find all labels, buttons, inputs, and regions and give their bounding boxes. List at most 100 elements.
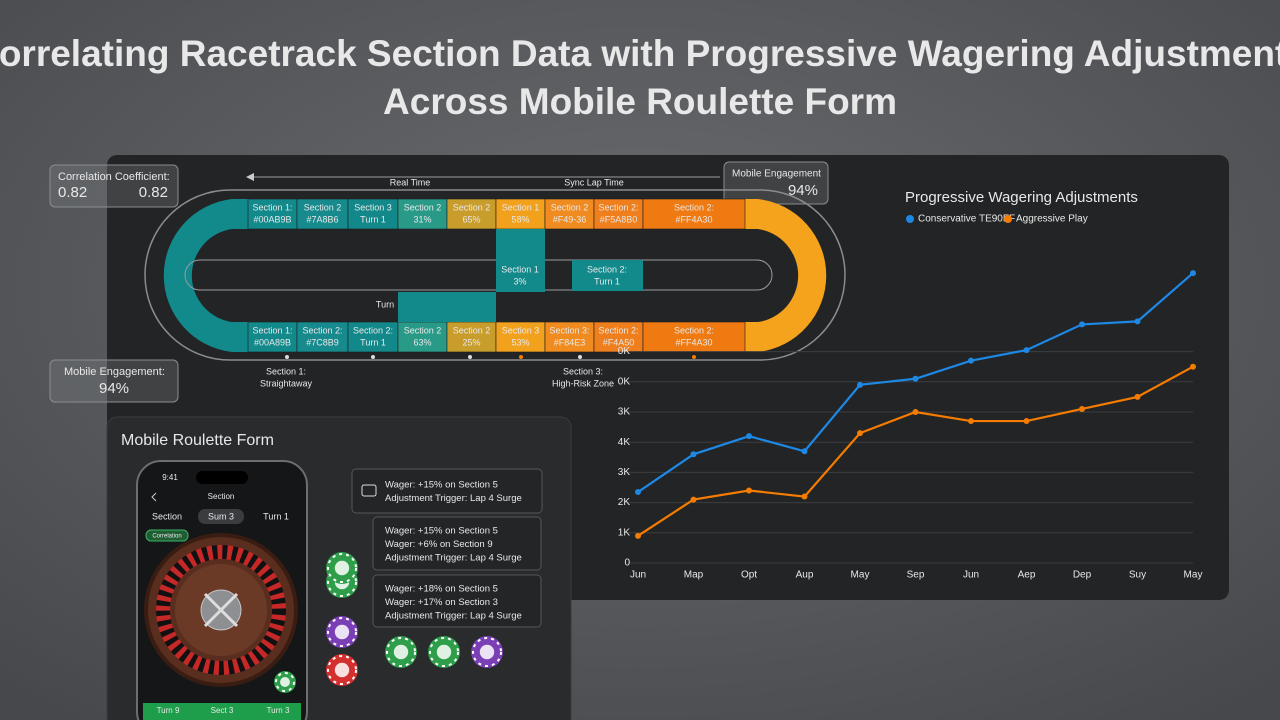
wheel-spokes bbox=[203, 592, 239, 628]
legend-swatch bbox=[1004, 215, 1012, 223]
data-point bbox=[690, 496, 697, 503]
data-point bbox=[1134, 318, 1141, 325]
phone-tab[interactable]: Turn 1 bbox=[263, 511, 289, 521]
x-tick-label: Map bbox=[684, 570, 704, 581]
chip-edge bbox=[386, 637, 416, 667]
y-tick-label: 0K bbox=[618, 346, 631, 357]
page-title: Correlating Racetrack Section Data with … bbox=[0, 33, 1280, 122]
track-cell bbox=[296, 198, 349, 230]
track-cell-sub: #F4A50 bbox=[603, 337, 635, 347]
badge bbox=[145, 529, 189, 542]
data-point bbox=[968, 418, 974, 425]
y-tick-label: 3K bbox=[618, 467, 631, 478]
inner-cell-label: Section 1 bbox=[501, 264, 539, 274]
phone-badge: Correlation bbox=[152, 534, 181, 540]
data-point bbox=[801, 493, 808, 500]
phone-footer-item[interactable]: Sect 3 bbox=[211, 706, 234, 715]
chip-edge bbox=[472, 637, 502, 667]
track-cell-label: Section 2 bbox=[551, 202, 589, 212]
phone-tab[interactable]: Section bbox=[152, 511, 182, 521]
x-tick-label: Jun bbox=[630, 570, 646, 581]
x-tick-label: May bbox=[851, 570, 870, 581]
track-left-cap bbox=[163, 199, 248, 352]
mail-icon bbox=[361, 484, 377, 497]
track-cell bbox=[544, 198, 595, 230]
track-marker bbox=[692, 355, 696, 359]
track-cell bbox=[495, 321, 546, 353]
track-outline bbox=[144, 189, 846, 361]
zone-name: Straightaway bbox=[260, 378, 313, 388]
engagement-value: 94% bbox=[788, 182, 818, 199]
chip-center bbox=[280, 677, 290, 687]
wager-line: Wager: +17% on Section 3 bbox=[385, 597, 498, 608]
chip-edge bbox=[327, 655, 357, 685]
track-cell bbox=[446, 321, 497, 353]
wager-line: Adjustment Trigger: Lap 4 Surge bbox=[385, 611, 522, 622]
timeline-label: Sync Lap Time bbox=[564, 177, 624, 187]
x-tick-label: Jun bbox=[963, 570, 979, 581]
chart-title: Progressive Wagering Adjustments bbox=[905, 189, 1138, 206]
track-cell-label: Section 2: bbox=[353, 325, 393, 335]
track-cell bbox=[446, 198, 497, 230]
correlation-card bbox=[49, 164, 179, 208]
track-cell bbox=[593, 321, 644, 353]
wager-line: Wager: +15% on Section 5 bbox=[385, 480, 498, 491]
turn-label: Turn bbox=[376, 299, 394, 309]
track-cell-label: Section 2: bbox=[598, 325, 638, 335]
wager-line: Adjustment Trigger: Lap 4 Surge bbox=[385, 553, 522, 564]
timeline-arrow bbox=[246, 173, 254, 181]
track-cell-label: Section 2 bbox=[453, 202, 491, 212]
track-cell bbox=[347, 198, 399, 230]
x-tick-label: Sep bbox=[907, 570, 925, 581]
track-cell bbox=[642, 321, 746, 353]
track-cell-sub: #FF4A30 bbox=[675, 214, 712, 224]
panel-title: Mobile Roulette Form bbox=[121, 432, 274, 449]
track-cell-sub: 25% bbox=[462, 337, 480, 347]
track-cell-sub: Turn 1 bbox=[360, 214, 386, 224]
track-cell-label: Section 2 bbox=[304, 202, 342, 212]
wager-card bbox=[372, 516, 542, 571]
inner-cell-sub: 3% bbox=[513, 276, 526, 286]
engagement-card-left bbox=[49, 359, 179, 403]
track-cell-sub: #7C8B9 bbox=[306, 337, 339, 347]
track-cell-label: Section 3 bbox=[354, 202, 392, 212]
phone-footer bbox=[143, 703, 301, 720]
data-point bbox=[968, 357, 974, 364]
chip-center bbox=[393, 644, 409, 660]
data-point bbox=[1023, 418, 1030, 425]
inner-cell-label: Section 2: bbox=[587, 264, 627, 274]
data-point bbox=[690, 451, 697, 458]
chip-edge bbox=[327, 617, 357, 647]
track-cell-label: Section 3 bbox=[502, 325, 540, 335]
chip-center bbox=[479, 644, 495, 660]
y-tick-label: 0K bbox=[618, 376, 631, 387]
track-cell bbox=[544, 321, 595, 353]
phone-footer-item[interactable]: Turn 3 bbox=[267, 706, 290, 715]
correlation-value: 0.82 bbox=[58, 184, 87, 201]
track-cell-label: Section 2: bbox=[674, 325, 714, 335]
track-inner-block bbox=[496, 229, 545, 292]
track-cell-label: Section 1 bbox=[502, 202, 540, 212]
phone-tab[interactable]: Sum 3 bbox=[208, 511, 234, 521]
data-point bbox=[1079, 405, 1085, 412]
track-cell-sub: 31% bbox=[413, 214, 431, 224]
y-tick-label: 4K bbox=[618, 437, 631, 448]
x-tick-label: Aep bbox=[1018, 570, 1036, 581]
data-point bbox=[1079, 321, 1085, 328]
track-cell-sub: #F5A8B0 bbox=[600, 214, 638, 224]
y-tick-label: 0 bbox=[624, 558, 630, 569]
wager-line: Wager: +18% on Section 5 bbox=[385, 584, 498, 595]
track-marker bbox=[371, 355, 375, 359]
data-point bbox=[746, 433, 752, 440]
data-point bbox=[1190, 363, 1196, 370]
wager-card bbox=[372, 574, 542, 628]
wager-card bbox=[351, 468, 543, 514]
track-cell bbox=[495, 198, 546, 230]
track-cell-sub: 53% bbox=[511, 337, 529, 347]
tab-active bbox=[198, 509, 244, 524]
legend-label: Aggressive Play bbox=[1016, 214, 1088, 225]
track-cell-sub: #00AB9B bbox=[253, 214, 291, 224]
phone-footer-item[interactable]: Turn 9 bbox=[157, 706, 180, 715]
track-cell bbox=[397, 198, 448, 230]
chip-center bbox=[334, 624, 350, 640]
